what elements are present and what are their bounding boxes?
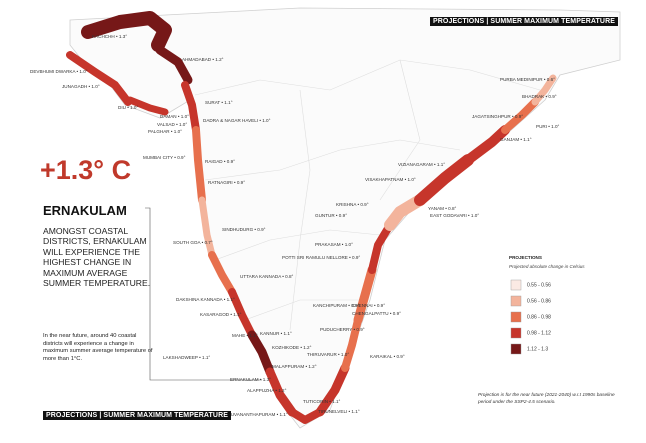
legend-swatch <box>510 295 522 307</box>
footnote: Projection is for the near future (2021-… <box>478 393 615 405</box>
legend-subtitle: Projected absolute change in Celsius <box>509 264 585 269</box>
district-label: AHMADABAD • 1.2° <box>182 57 224 62</box>
district-label: JAGATSINGHPUR • 0.9° <box>472 114 523 119</box>
district-label: DAKSHINA KANNADA • 1.1° <box>176 297 235 302</box>
legend-label: 0.55 - 0.56 <box>527 282 551 288</box>
district-label: MUMBAI CITY • 0.9° <box>143 155 186 160</box>
legend: PROJECTIONS Projected absolute change in… <box>509 255 585 355</box>
coastal-districts <box>66 11 557 424</box>
district-label: KANCHIPURAM • 0.9° <box>313 303 359 308</box>
coastal-district <box>414 154 474 206</box>
coastal-district <box>192 126 206 204</box>
district-label: VALSAD • 1.0° <box>157 122 187 127</box>
district-label: RAIGAD • 0.9° <box>205 159 235 164</box>
district-label: KASARAGOD • 1.1° <box>200 312 242 317</box>
coastal-district <box>463 125 510 165</box>
district-label: MAHE • 1.1° <box>232 333 258 338</box>
badge-top: PROJECTIONS | SUMMER MAXIMUM TEMPERATURE <box>430 17 619 26</box>
district-label: SURAT • 1.1° <box>205 100 233 105</box>
highlight-note: In the near future, around 40 coastal di… <box>43 333 153 362</box>
highlight-value: +1.3° C <box>40 155 132 185</box>
district-label: RATNAGIRI • 0.9° <box>208 180 245 185</box>
district-label: MALAPPURAM • 1.2° <box>272 364 317 369</box>
coastal-district <box>265 367 297 417</box>
district-label: KACHCHH • 1.3° <box>92 34 127 39</box>
district-label: KARAIKAL • 0.9° <box>370 354 405 359</box>
legend-swatch <box>510 311 522 323</box>
district-label: PALGHAR • 1.0° <box>148 129 182 134</box>
legend-label: 0.86 - 0.98 <box>527 314 551 320</box>
district-label: ERNAKULAM • 1.3° <box>230 377 271 382</box>
district-label: DADRA & NAGAR HAVELI • 1.0° <box>203 118 271 123</box>
district-label: PUDUCHERRY • 0.9° <box>320 327 365 332</box>
coastal-district <box>247 330 275 377</box>
coastal-district <box>384 194 426 231</box>
district-label: DAMAN • 1.0° <box>160 114 189 119</box>
coastal-district <box>181 81 200 134</box>
highlight-district: ERNAKULAM <box>43 203 127 218</box>
district-label: KANNUR • 1.1° <box>260 331 292 336</box>
land <box>69 7 621 429</box>
legend-label: 0.98 - 1.12 <box>527 330 551 336</box>
district-label: PURI • 1.0° <box>536 124 560 129</box>
district-label: THIRUVANANTHAPURAM • 1.1° <box>220 412 288 417</box>
legend-label: 0.56 - 0.86 <box>527 298 551 304</box>
coastal-district <box>198 196 216 259</box>
district-label: CHENNAI • 0.9° <box>352 303 385 308</box>
district-label: TIRUNELVELI • 1.1° <box>318 409 360 414</box>
coastal-district <box>501 98 539 134</box>
district-label: KRISHNA • 0.9° <box>336 202 369 207</box>
district-label: SINDHUDURG • 0.9° <box>222 227 266 232</box>
coastal-district <box>368 221 394 274</box>
district-label: PRAKASAM • 1.0° <box>315 242 353 247</box>
coastal-district <box>288 408 324 424</box>
district-label: DIU • 1.0° <box>118 105 138 110</box>
district-label: UTTARA KANNADA • 0.8° <box>240 274 294 279</box>
coastal-district <box>315 363 350 417</box>
district-label: VIZIANAGARAM • 1.1° <box>398 162 445 167</box>
district-label: PURBA MEDINIPUR • 0.6° <box>500 77 555 82</box>
district-label: LAKSHADWEEP • 1.1° <box>163 355 210 360</box>
coastal-district <box>155 45 193 85</box>
coastal-district <box>341 316 362 372</box>
legend-label: 1.12 - 1.3 <box>527 346 548 352</box>
district-label: TUTICORIN • 1.1° <box>303 399 341 404</box>
district-label: BHADRAK • 0.9° <box>522 94 557 99</box>
district-label: POTTI SRI RAMULU NELLORE • 0.9° <box>282 255 360 260</box>
badge-bottom: PROJECTIONS | SUMMER MAXIMUM TEMPERATURE <box>43 411 232 420</box>
district-label: JUNAGADH • 1.0° <box>62 84 100 89</box>
district-label: KOZHIKODE • 1.2° <box>272 345 312 350</box>
district-label: GUNTUR • 0.9° <box>315 213 347 218</box>
coastal-district <box>66 51 132 106</box>
district-label: SOUTH GOA • 0.7° <box>173 240 213 245</box>
district-label: EAST GODAVARI • 1.0° <box>430 213 479 218</box>
state-borders <box>194 59 541 331</box>
district-label: YANAM • 0.8° <box>428 206 457 211</box>
district-label: THIRUVARUR • 1.0° <box>307 352 349 357</box>
coastal-district <box>126 96 169 116</box>
legend-swatch <box>510 279 522 291</box>
district-label: GANJAM • 1.1° <box>500 137 532 142</box>
district-label: VISAKHAPATNAM • 1.0° <box>365 177 416 182</box>
coastal-district <box>353 265 377 325</box>
legend-title: PROJECTIONS <box>509 255 542 260</box>
coastal-district <box>81 11 172 52</box>
district-label: CHENGALPATTU • 0.9° <box>352 311 401 316</box>
legend-swatch <box>510 327 522 339</box>
coastal-district <box>228 288 256 339</box>
coastal-district <box>208 251 236 296</box>
legend-swatch <box>510 343 522 355</box>
coastal-district <box>531 74 557 106</box>
district-label: DEVBHUMI DWARKA • 1.0° <box>30 69 88 74</box>
highlight-statement: AMONGST COASTAL DISTRICTS, ERNAKULAM WIL… <box>43 226 151 289</box>
leader-line <box>145 207 262 381</box>
district-label: ALAPPUZHA • 1.2° <box>247 388 287 393</box>
